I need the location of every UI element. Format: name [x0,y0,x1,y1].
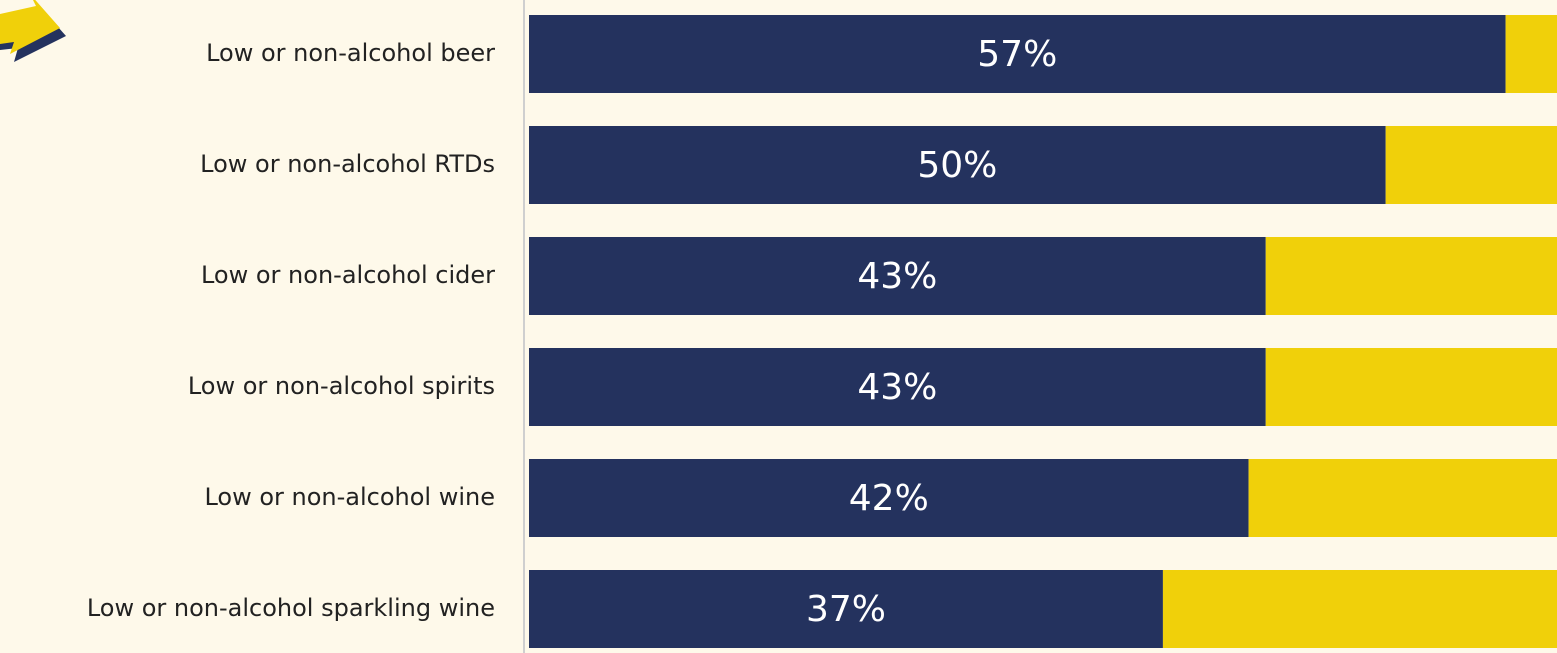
value-label: 50% [917,145,997,186]
bar-segment [529,459,1249,537]
bar-segment [1505,15,1557,93]
bar-segment [1385,126,1557,204]
arrow-decoration [0,0,66,62]
bar-segment [1265,348,1557,426]
plot-area: 57% 50% 43% 43% 42% 37% [529,15,1557,648]
bar-segment [529,237,1266,315]
bar-segment [529,348,1266,426]
category-label: Low or non-alcohol spirits [188,372,495,400]
bar-segment [1162,570,1557,648]
category-label: Low or non-alcohol RTDs [200,150,495,178]
value-label: 37% [806,589,886,630]
bar-segment [529,126,1386,204]
value-label: 57% [977,34,1057,75]
bar-segment [1248,459,1557,537]
value-label: 43% [857,256,937,297]
category-label: Low or non-alcohol wine [204,483,495,511]
bar-segment [1265,237,1557,315]
value-label: 42% [849,478,929,519]
value-label: 43% [857,367,937,408]
category-label: Low or non-alcohol beer [206,39,495,67]
bar-segment [529,570,1163,648]
bar-segment [529,15,1506,93]
category-label: Low or non-alcohol sparkling wine [87,594,495,622]
category-label: Low or non-alcohol cider [201,261,495,289]
